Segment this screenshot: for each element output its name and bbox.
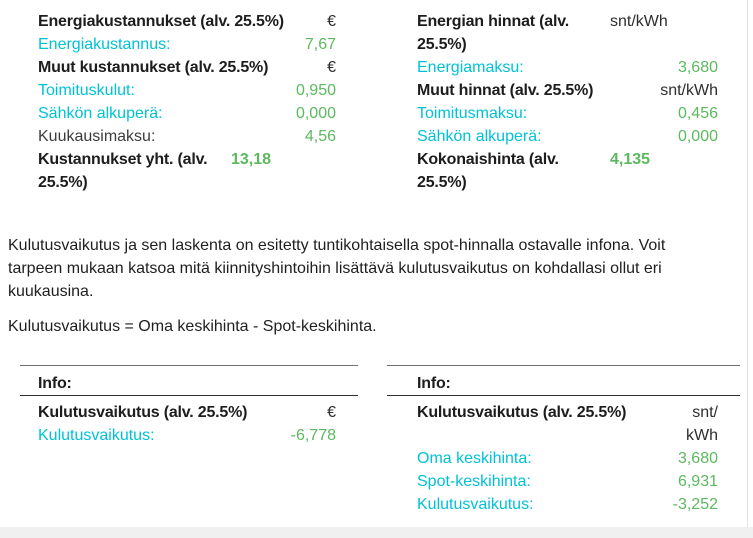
row-label[interactable]: Toimitusmaksu: — [417, 105, 528, 122]
row-value: € — [327, 13, 336, 30]
row-value: 3,680 — [677, 450, 718, 467]
row-label[interactable]: Toimituskulut: — [38, 82, 135, 99]
energy-costs-table: Energiakustannukset (alv. 25.5%) € Energ… — [38, 10, 336, 194]
table-row: Spot-keskihinta: 6,931 — [417, 470, 718, 493]
row-label[interactable]: Sähkön alkuperä: — [38, 105, 163, 122]
table-row: Energiamaksu: 3,680 — [417, 56, 718, 79]
row-label[interactable]: Energiamaksu: — [417, 59, 524, 76]
row-label: Muut hinnat (alv. 25.5%) — [417, 82, 594, 99]
row-label[interactable]: Kulutusvaikutus: — [38, 427, 155, 444]
row-value: 0,456 — [677, 105, 718, 122]
table-row: Kokonaishinta (alv. 25.5%) 4,135 — [417, 148, 718, 194]
row-value: 4,56 — [304, 128, 336, 145]
row-label: Energiakustannukset (alv. 25.5%) — [38, 13, 284, 30]
row-value: 6,931 — [677, 473, 718, 490]
row-label: Kuukausimaksu: — [38, 128, 156, 145]
info-table-header: Info: — [387, 366, 740, 396]
row-value: 7,67 — [304, 36, 336, 53]
row-value: snt/kWh — [610, 13, 668, 30]
table-row: Kustannukset yht. (alv. 25.5%) 13,18 — [38, 148, 336, 194]
table-row: Kulutusvaikutus (alv. 25.5%) € — [38, 401, 336, 424]
row-label: Muut kustannukset (alv. 25.5%) — [38, 59, 269, 76]
table-row: Sähkön alkuperä: 0,000 — [417, 125, 718, 148]
row-value: -6,778 — [290, 427, 336, 444]
row-label[interactable]: Energiakustannus: — [38, 36, 171, 53]
info-table-body: Kulutusvaikutus (alv. 25.5%) snt/kWh Oma… — [387, 396, 740, 516]
row-value: € — [327, 404, 336, 421]
consumption-impact-section: Info: Kulutusvaikutus (alv. 25.5%) € Kul… — [20, 365, 753, 516]
row-label[interactable]: Oma keskihinta: — [417, 450, 532, 467]
row-label[interactable]: Sähkön alkuperä: — [417, 128, 542, 145]
table-row: Energiakustannukset (alv. 25.5%) € — [38, 10, 336, 33]
info-table-body: Kulutusvaikutus (alv. 25.5%) € Kulutusva… — [20, 396, 358, 447]
scrollbar-gutter[interactable] — [747, 0, 753, 527]
table-row: Oma keskihinta: 3,680 — [417, 447, 718, 470]
row-label: Kustannukset yht. (alv. 25.5%) — [38, 151, 208, 191]
table-row: Kuukausimaksu: 4,56 — [38, 125, 336, 148]
table-row: Toimitusmaksu: 0,456 — [417, 102, 718, 125]
table-row: Kulutusvaikutus (alv. 25.5%) snt/kWh — [417, 401, 718, 447]
row-label: Kulutusvaikutus (alv. 25.5%) — [38, 404, 248, 421]
consumption-impact-description: Kulutusvaikutus ja sen laskenta on esite… — [8, 237, 666, 300]
row-value: -3,252 — [672, 496, 718, 513]
row-value: 3,680 — [677, 59, 718, 76]
price-summary-section: Energiakustannukset (alv. 25.5%) € Energ… — [38, 10, 753, 194]
row-label: Energian hinnat (alv. 25.5%) — [417, 13, 569, 53]
row-value: snt/kWh — [686, 404, 718, 444]
row-label: Kokonaishinta (alv. 25.5%) — [417, 151, 559, 191]
row-value: € — [327, 59, 336, 76]
row-value: 0,000 — [295, 105, 336, 122]
table-row: Kulutusvaikutus: -3,252 — [417, 493, 718, 516]
info-table-header: Info: — [20, 366, 358, 396]
row-label[interactable]: Kulutusvaikutus: — [417, 496, 534, 513]
row-value: 0,000 — [677, 128, 718, 145]
table-row: Muut kustannukset (alv. 25.5%) € — [38, 56, 336, 79]
table-row: Muut hinnat (alv. 25.5%) snt/kWh — [417, 79, 718, 102]
row-value: snt/kWh — [660, 82, 718, 99]
table-row: Energiakustannus: 7,67 — [38, 33, 336, 56]
consumption-impact-eur-table: Info: Kulutusvaikutus (alv. 25.5%) € Kul… — [20, 365, 358, 447]
table-row: Sähkön alkuperä: 0,000 — [38, 102, 336, 125]
table-row: Kulutusvaikutus: -6,778 — [38, 424, 336, 447]
row-label[interactable]: Spot-keskihinta: — [417, 473, 531, 490]
consumption-impact-formula: Kulutusvaikutus = Oma keskihinta - Spot-… — [8, 318, 377, 335]
row-value: 4,135 — [610, 151, 651, 168]
row-value: 0,950 — [295, 82, 336, 99]
row-value: 13,18 — [231, 151, 272, 168]
consumption-impact-snt-table: Info: Kulutusvaikutus (alv. 25.5%) snt/k… — [387, 365, 740, 516]
footer-bar — [0, 527, 753, 538]
energy-prices-table: Energian hinnat (alv. 25.5%) snt/kWh Ene… — [417, 10, 718, 194]
row-label: Kulutusvaikutus (alv. 25.5%) — [417, 404, 627, 421]
table-row: Energian hinnat (alv. 25.5%) snt/kWh — [417, 10, 718, 56]
table-row: Toimituskulut: 0,950 — [38, 79, 336, 102]
